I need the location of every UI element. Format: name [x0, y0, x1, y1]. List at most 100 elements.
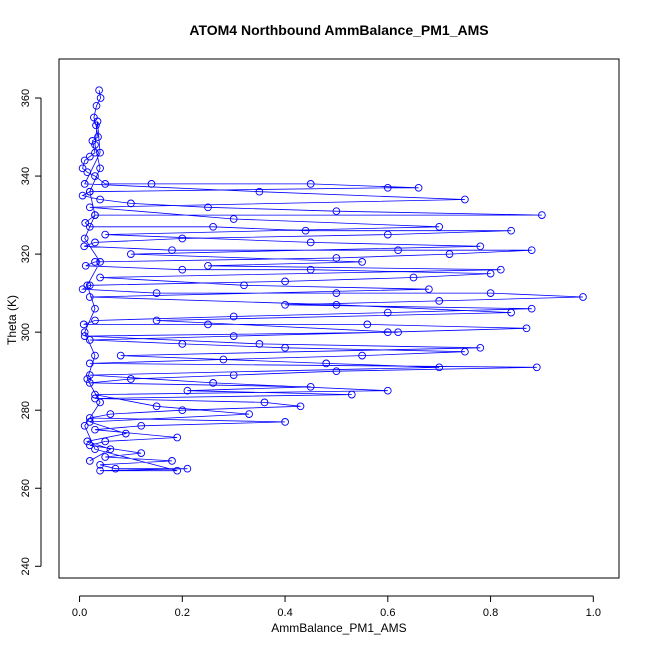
data-point — [173, 433, 182, 442]
data-point — [332, 254, 341, 262]
data-point — [85, 293, 94, 301]
data-point — [527, 246, 536, 255]
data-point — [91, 304, 99, 313]
data-point — [96, 460, 104, 469]
data-point — [579, 293, 587, 301]
y-tick-label: 260 — [20, 479, 32, 497]
data-point — [204, 203, 212, 212]
data-point — [435, 222, 444, 231]
data-point — [461, 195, 469, 204]
data-point — [78, 164, 87, 173]
data-point — [363, 320, 372, 329]
data-point — [80, 156, 89, 165]
data-point — [80, 242, 89, 251]
data-point — [95, 86, 103, 95]
data-point — [204, 320, 212, 329]
data-point — [127, 250, 135, 258]
data-point — [527, 304, 536, 313]
data-point — [92, 121, 100, 130]
data-point — [96, 164, 104, 173]
data-point — [121, 429, 130, 438]
data-point — [183, 386, 192, 395]
data-point — [91, 316, 99, 325]
data-point — [229, 371, 238, 379]
data-point — [96, 148, 104, 157]
data-point — [358, 258, 366, 266]
data-point — [91, 351, 99, 360]
x-tick-label: 0.0 — [72, 607, 87, 619]
x-tick-label: 0.2 — [175, 607, 190, 619]
data-point — [81, 219, 90, 227]
data-point — [91, 238, 99, 247]
data-point — [83, 437, 92, 446]
data-point — [92, 101, 101, 110]
data-point — [137, 421, 146, 430]
data-point — [414, 183, 423, 192]
data-point — [281, 277, 289, 286]
data-point — [152, 402, 161, 411]
data-point — [147, 180, 156, 188]
y-tick-label: 300 — [20, 323, 32, 341]
data-point — [332, 367, 341, 376]
y-tick-label: 240 — [20, 557, 32, 575]
data-point — [461, 347, 469, 356]
data-point — [204, 261, 212, 270]
data-point — [85, 281, 94, 290]
data-point — [85, 441, 94, 450]
data-point — [91, 172, 99, 180]
data-point — [306, 238, 315, 247]
x-tick-label: 0.4 — [277, 607, 292, 619]
data-point — [91, 258, 99, 266]
data-point — [91, 148, 99, 157]
data-point — [435, 297, 444, 305]
x-tick-label: 1.0 — [586, 607, 601, 619]
data-point — [85, 371, 94, 379]
data-point — [152, 289, 161, 297]
data-point — [101, 453, 110, 461]
data-point — [96, 273, 104, 282]
data-point — [178, 234, 187, 243]
data-point — [306, 265, 315, 274]
data-point — [127, 375, 135, 383]
data-point — [296, 402, 305, 411]
data-point — [80, 234, 89, 243]
x-tick-label: 0.6 — [380, 607, 395, 619]
data-point — [229, 215, 238, 223]
data-point — [281, 418, 289, 426]
data-point — [78, 191, 87, 200]
y-tick-label: 280 — [20, 401, 32, 419]
data-point — [78, 285, 87, 294]
data-point — [486, 269, 495, 278]
data-point — [91, 425, 99, 434]
data-point — [383, 328, 392, 337]
data-point — [80, 328, 89, 337]
data-point — [85, 152, 94, 161]
x-axis: 0.0 0.2 0.4 0.6 0.8 1.0 — [72, 595, 601, 619]
data-point — [383, 308, 392, 317]
data-point — [96, 94, 105, 102]
data-point — [245, 410, 253, 418]
data-point — [260, 398, 269, 407]
data-point — [91, 445, 99, 454]
data-point — [183, 464, 192, 473]
data-point — [106, 410, 115, 418]
data-point — [85, 457, 94, 465]
y-tick-label: 360 — [20, 89, 32, 107]
data-point — [425, 285, 433, 294]
data-point — [476, 242, 485, 251]
data-point — [85, 187, 94, 196]
data-point — [358, 351, 366, 360]
data-point — [127, 199, 135, 208]
data-point — [106, 445, 115, 454]
data-point — [383, 183, 392, 192]
data-point — [522, 324, 531, 333]
data-point — [306, 382, 315, 391]
data-point — [91, 211, 99, 219]
y-tick-label: 340 — [20, 167, 32, 185]
data-point — [85, 203, 94, 212]
data-point — [116, 351, 125, 360]
data-point — [209, 379, 217, 387]
data-point — [219, 355, 228, 364]
data-point — [94, 133, 102, 141]
